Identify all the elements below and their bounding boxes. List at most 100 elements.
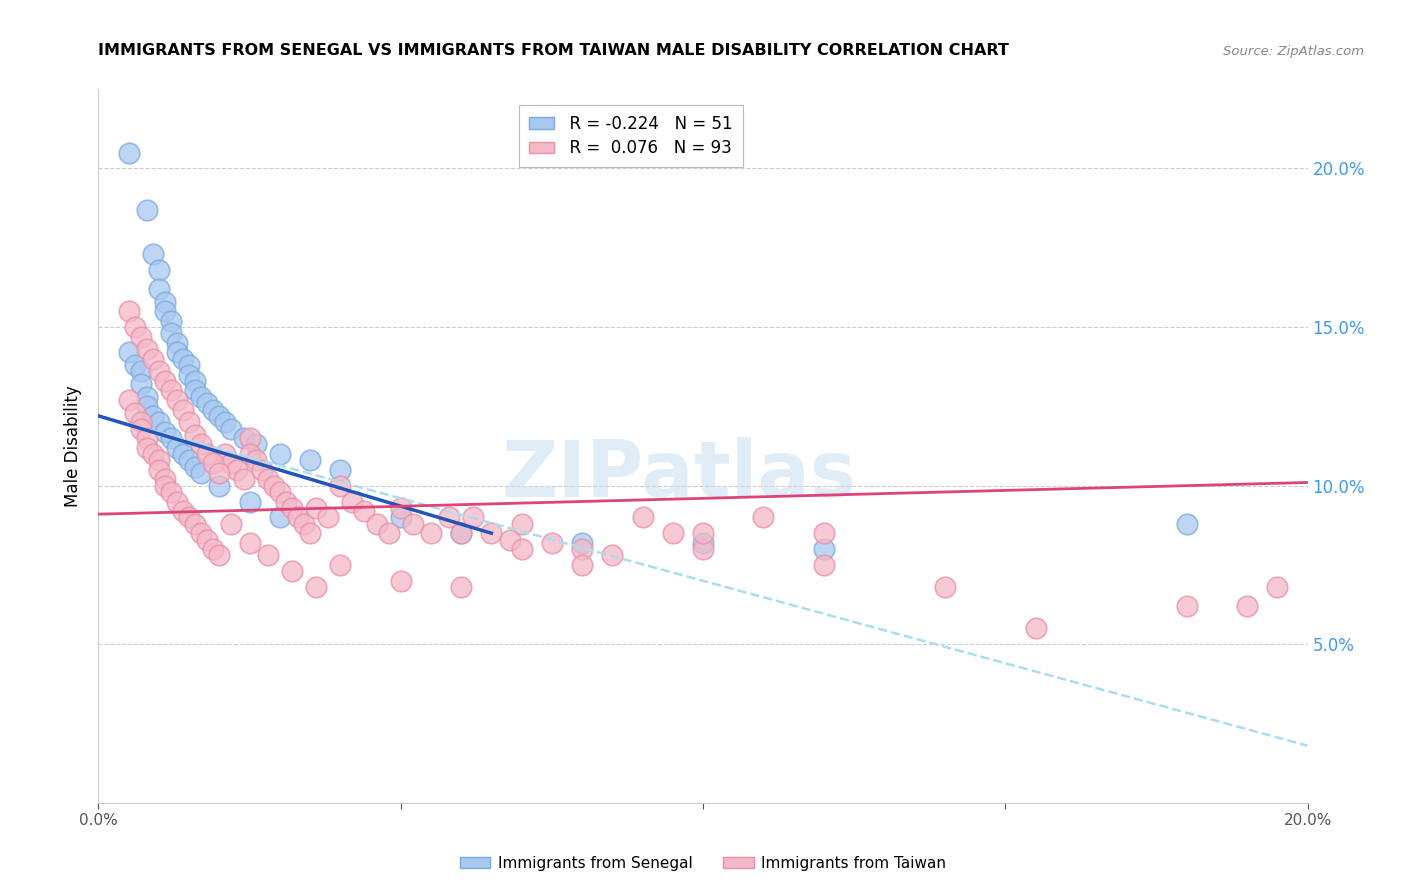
Point xyxy=(118,392,141,407)
Point xyxy=(195,447,218,461)
Point xyxy=(402,516,425,531)
Point xyxy=(239,431,262,445)
Point xyxy=(160,485,183,500)
Point xyxy=(160,384,183,398)
Point xyxy=(281,564,304,578)
Point xyxy=(263,478,285,492)
Point xyxy=(208,409,231,423)
Point xyxy=(316,510,339,524)
Point xyxy=(148,263,170,277)
Point xyxy=(135,390,157,404)
Point xyxy=(142,447,165,461)
Point xyxy=(281,500,304,515)
Point xyxy=(166,345,188,359)
Point xyxy=(129,364,152,378)
Point xyxy=(153,294,176,309)
Point xyxy=(172,351,194,366)
Point xyxy=(221,457,243,471)
Point xyxy=(184,428,207,442)
Point xyxy=(377,526,399,541)
Point xyxy=(305,500,328,515)
Point xyxy=(292,516,315,531)
Point xyxy=(179,368,201,382)
Point xyxy=(813,558,835,572)
Point xyxy=(166,494,188,508)
Text: ZIPatlas: ZIPatlas xyxy=(502,436,856,513)
Point xyxy=(226,463,249,477)
Point xyxy=(934,580,956,594)
Point xyxy=(232,431,254,445)
Point xyxy=(190,526,212,541)
Point xyxy=(256,472,278,486)
Point xyxy=(329,478,352,492)
Point xyxy=(450,526,472,541)
Point xyxy=(202,542,225,557)
Point xyxy=(184,516,207,531)
Point xyxy=(142,351,165,366)
Point xyxy=(1267,580,1289,594)
Point xyxy=(148,364,170,378)
Point xyxy=(1175,516,1198,531)
Point xyxy=(208,466,231,480)
Point xyxy=(602,549,624,563)
Point xyxy=(245,453,267,467)
Legend: Immigrants from Senegal, Immigrants from Taiwan: Immigrants from Senegal, Immigrants from… xyxy=(454,850,952,877)
Point xyxy=(202,402,225,417)
Point xyxy=(269,510,291,524)
Point xyxy=(148,282,170,296)
Point xyxy=(571,535,593,549)
Point xyxy=(813,542,835,557)
Point xyxy=(135,400,157,414)
Point xyxy=(135,343,157,357)
Point xyxy=(245,437,267,451)
Point xyxy=(153,374,176,388)
Point xyxy=(184,384,207,398)
Text: IMMIGRANTS FROM SENEGAL VS IMMIGRANTS FROM TAIWAN MALE DISABILITY CORRELATION CH: IMMIGRANTS FROM SENEGAL VS IMMIGRANTS FR… xyxy=(98,43,1010,58)
Point xyxy=(142,409,165,423)
Point xyxy=(166,441,188,455)
Point xyxy=(148,453,170,467)
Point xyxy=(1236,599,1258,614)
Point xyxy=(366,516,388,531)
Point xyxy=(752,510,775,524)
Point xyxy=(172,402,194,417)
Point xyxy=(190,466,212,480)
Point xyxy=(692,542,714,557)
Point xyxy=(450,526,472,541)
Point xyxy=(631,510,654,524)
Point xyxy=(135,441,157,455)
Point xyxy=(208,549,231,563)
Point xyxy=(1024,621,1046,635)
Point xyxy=(299,526,322,541)
Point xyxy=(208,478,231,492)
Point xyxy=(420,526,443,541)
Point xyxy=(135,431,157,445)
Point xyxy=(153,425,176,439)
Point xyxy=(269,447,291,461)
Point xyxy=(305,580,328,594)
Point xyxy=(329,463,352,477)
Point xyxy=(124,406,146,420)
Point xyxy=(250,463,273,477)
Point xyxy=(118,304,141,318)
Point xyxy=(179,510,201,524)
Point xyxy=(256,549,278,563)
Point xyxy=(179,415,201,429)
Point xyxy=(692,535,714,549)
Point xyxy=(540,535,562,549)
Point xyxy=(1175,599,1198,614)
Point xyxy=(195,396,218,410)
Point xyxy=(481,526,503,541)
Point xyxy=(190,390,212,404)
Point xyxy=(153,478,176,492)
Y-axis label: Male Disability: Male Disability xyxy=(65,385,83,507)
Point xyxy=(172,447,194,461)
Point xyxy=(129,415,152,429)
Point xyxy=(239,447,262,461)
Point xyxy=(463,510,485,524)
Point xyxy=(166,392,188,407)
Point xyxy=(353,504,375,518)
Point xyxy=(124,358,146,372)
Point xyxy=(662,526,685,541)
Point xyxy=(184,374,207,388)
